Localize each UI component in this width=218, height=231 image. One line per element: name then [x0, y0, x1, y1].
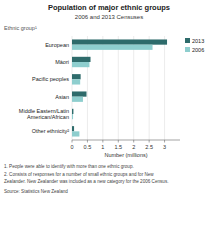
category-label: Asian	[55, 94, 69, 100]
legend-swatch	[185, 47, 190, 52]
category-label-line: Other ethnicity²	[32, 128, 69, 134]
x-axis-line	[72, 140, 180, 141]
category-label-line: American/African	[27, 114, 69, 120]
bar	[72, 114, 73, 119]
tick-label: 0	[70, 144, 73, 150]
grid-line	[72, 36, 73, 140]
bar	[72, 79, 80, 84]
bar	[72, 39, 167, 44]
bar	[72, 91, 87, 96]
grid-line	[102, 36, 103, 140]
legend-swatch	[185, 38, 190, 43]
category-label: European	[45, 42, 69, 48]
bar	[72, 45, 153, 50]
subtitle: 2006 and 2013 Censuses	[75, 14, 143, 20]
tick-label: 2.5	[145, 144, 153, 150]
bar	[72, 126, 74, 131]
bar	[72, 97, 83, 102]
grid-line	[87, 36, 88, 140]
grid-line	[149, 36, 150, 140]
category-label-line: Asian	[55, 94, 69, 100]
tick-mark	[118, 140, 119, 143]
category-label: Middle Eastern/LatinAmerican/African	[19, 108, 69, 120]
bar	[72, 57, 91, 62]
annotation: 2. Consists of responses for a number of…	[4, 172, 154, 177]
bar	[72, 131, 79, 136]
tick-mark	[72, 140, 73, 143]
tick-label: 3	[163, 144, 166, 150]
bar	[72, 109, 73, 114]
bar	[72, 62, 89, 67]
annotation: 1. People were able to identify with mor…	[4, 164, 134, 169]
tick-label: 1.5	[114, 144, 122, 150]
tick-label: 0.5	[84, 144, 92, 150]
category-label: Māori	[55, 59, 69, 65]
grid-line	[133, 36, 134, 140]
tick-mark	[149, 140, 150, 143]
category-label-line: Pacific peoples	[32, 76, 69, 82]
tick-label: 2	[132, 144, 135, 150]
chart: Population of major ethnic groups 2006 an…	[0, 0, 218, 231]
tick-mark	[164, 140, 165, 143]
legend-label: 2006	[192, 47, 204, 53]
grid-line	[118, 36, 119, 140]
tick-mark	[87, 140, 88, 143]
category-label: Other ethnicity²	[32, 128, 69, 134]
title: Population of major ethnic groups	[48, 3, 170, 12]
y-axis-label: Ethnic group¹	[4, 25, 37, 31]
legend-label: 2013	[192, 38, 204, 44]
category-label: Pacific peoples	[32, 76, 69, 82]
annotation: Zealander. New Zealander was included as…	[4, 179, 168, 184]
category-label-line: Māori	[55, 59, 69, 65]
tick-mark	[102, 140, 103, 143]
category-label-line: European	[45, 42, 69, 48]
annotation: Source: Statistics New Zealand	[4, 189, 68, 194]
bar	[72, 74, 81, 79]
grid-line	[164, 36, 165, 140]
bars	[72, 39, 167, 136]
x-axis-label: Number (millions)	[104, 152, 147, 158]
tick-label: 1	[101, 144, 104, 150]
tick-mark	[133, 140, 134, 143]
